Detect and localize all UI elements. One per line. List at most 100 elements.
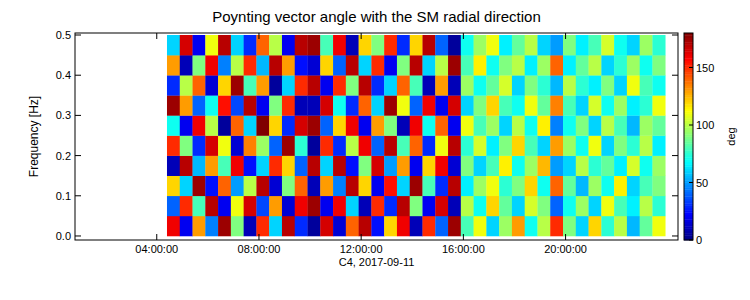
cell — [410, 196, 423, 216]
colorbar-step — [684, 208, 693, 211]
cell — [359, 75, 372, 95]
cell — [601, 55, 614, 75]
cell — [448, 196, 461, 216]
cell — [550, 196, 563, 216]
y-tick — [672, 75, 678, 76]
cell — [205, 176, 218, 196]
cell — [205, 55, 218, 75]
cell — [512, 35, 525, 55]
colorbar-step — [684, 141, 693, 144]
cell — [640, 156, 653, 176]
cell — [563, 156, 576, 176]
cell — [371, 135, 384, 155]
cell — [474, 156, 487, 176]
cell — [218, 196, 231, 216]
cell — [256, 216, 269, 236]
cell — [359, 135, 372, 155]
cell — [512, 196, 525, 216]
cell — [512, 115, 525, 135]
cell — [244, 135, 257, 155]
cell — [295, 75, 308, 95]
cell — [346, 55, 359, 75]
cell — [218, 115, 231, 135]
cell — [308, 196, 321, 216]
y-tick-label: 0.3 — [56, 109, 71, 121]
x-tick — [156, 33, 157, 39]
cell — [486, 216, 499, 236]
colorbar-label: deg — [725, 127, 737, 145]
cell — [589, 216, 602, 236]
cell — [550, 75, 563, 95]
cell — [614, 55, 627, 75]
colorbar-tick — [689, 182, 693, 183]
cell — [231, 156, 244, 176]
colorbar-step — [684, 206, 693, 209]
cell — [167, 35, 180, 55]
x-tick — [463, 33, 464, 39]
cell — [589, 95, 602, 115]
cell — [550, 95, 563, 115]
cell — [410, 95, 423, 115]
cell — [180, 156, 193, 176]
cell — [474, 176, 487, 196]
colorbar-step — [684, 79, 693, 82]
cell — [627, 196, 640, 216]
cell — [244, 95, 257, 115]
x-tick-label: 08:00:00 — [238, 243, 281, 255]
cell — [499, 156, 512, 176]
x-tick — [156, 234, 157, 240]
cell — [333, 135, 346, 155]
cell — [282, 196, 295, 216]
cell — [346, 95, 359, 115]
cell — [320, 156, 333, 176]
cell — [435, 115, 448, 135]
cell — [371, 55, 384, 75]
cell — [448, 115, 461, 135]
cell — [652, 75, 665, 95]
colorbar-step — [684, 162, 693, 165]
y-tick-label: 0.5 — [56, 29, 71, 41]
cell — [205, 196, 218, 216]
cell — [601, 196, 614, 216]
cell — [576, 115, 589, 135]
cell — [550, 135, 563, 155]
cell — [308, 95, 321, 115]
cell — [499, 176, 512, 196]
colorbar-step — [684, 210, 693, 213]
cell — [512, 55, 525, 75]
cell — [499, 95, 512, 115]
cell — [359, 35, 372, 55]
colorbar-step — [684, 35, 693, 38]
cell — [435, 216, 448, 236]
cell — [652, 55, 665, 75]
cell — [614, 176, 627, 196]
cell — [474, 75, 487, 95]
cell — [652, 95, 665, 115]
cell — [308, 216, 321, 236]
cell — [474, 216, 487, 236]
colorbar-step — [684, 61, 693, 64]
cell — [205, 156, 218, 176]
cell — [410, 75, 423, 95]
cell — [269, 156, 282, 176]
cell — [218, 75, 231, 95]
cell — [461, 35, 474, 55]
cell — [244, 75, 257, 95]
cell — [576, 55, 589, 75]
cell — [269, 95, 282, 115]
cell — [422, 176, 435, 196]
colorbar-step — [684, 176, 693, 179]
cell — [346, 196, 359, 216]
cell — [537, 35, 550, 55]
cell — [269, 176, 282, 196]
cell — [512, 156, 525, 176]
y-tick — [672, 195, 678, 196]
colorbar-step — [684, 171, 693, 174]
cell — [614, 216, 627, 236]
cell — [193, 75, 206, 95]
cell — [320, 95, 333, 115]
cell — [256, 95, 269, 115]
colorbar-step — [684, 160, 693, 163]
cell — [422, 115, 435, 135]
cell — [410, 115, 423, 135]
